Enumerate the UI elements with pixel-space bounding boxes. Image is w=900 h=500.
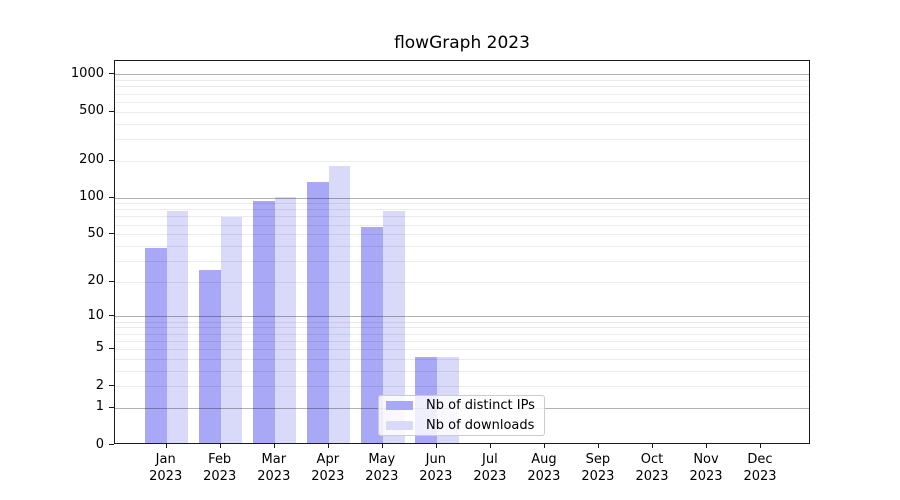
bar-downloads-mar [274, 196, 297, 443]
y-tick-mark [109, 406, 114, 408]
y-tick-mark [109, 315, 114, 317]
gridline-minor [115, 224, 809, 226]
y-tick-mark [109, 385, 114, 387]
x-tick-label: Aug 2023 [527, 452, 561, 484]
gridline-minor [115, 93, 809, 95]
grid-layer [115, 61, 809, 443]
y-tick-mark [109, 73, 114, 75]
x-tick-label: Nov 2023 [689, 452, 723, 484]
y-tick-label: 2 [95, 377, 104, 393]
bar-downloads-may [382, 210, 405, 443]
x-tick-label: Feb 2023 [203, 452, 237, 484]
gridline-major [115, 197, 809, 199]
bar-ips-may [361, 227, 383, 443]
x-tick-label: Jan 2023 [149, 452, 183, 484]
bar-downloads-apr [328, 166, 351, 443]
legend-swatch [386, 420, 413, 430]
gridline-minor [115, 260, 809, 262]
x-tick-mark [273, 444, 275, 448]
x-tick-mark [327, 444, 329, 448]
y-tick-mark [109, 196, 114, 198]
gridline-minor [115, 348, 809, 350]
y-tick-label: 0 [95, 436, 104, 452]
y-tick-label: 100 [79, 189, 104, 204]
gridline-minor [115, 111, 809, 113]
gridline-major [115, 74, 809, 76]
x-tick-mark [652, 444, 653, 448]
bar-ips-apr [307, 181, 329, 443]
bar-ips-feb [199, 270, 221, 443]
legend: Nb of distinct IPs Nb of downloads [378, 395, 545, 436]
gridline-minor [115, 340, 809, 342]
bar-downloads-feb [220, 216, 243, 443]
x-tick-mark [597, 444, 599, 448]
y-tick-label: 20 [87, 273, 104, 289]
x-tick-mark [219, 444, 221, 448]
bar-downloads-jan [166, 210, 189, 443]
x-tick-mark [435, 444, 437, 448]
x-tick-mark [760, 444, 761, 448]
y-tick-mark [109, 233, 114, 235]
gridline-minor [115, 281, 809, 283]
gridline-minor [115, 333, 809, 335]
bars-layer [115, 61, 809, 443]
y-tick-mark [109, 347, 114, 349]
y-tick-mark [109, 110, 114, 112]
y-tick-label: 10 [87, 307, 104, 323]
plot-area [114, 60, 810, 444]
gridline-minor [115, 209, 809, 211]
y-tick-mark [109, 444, 114, 445]
gridline-minor [115, 138, 809, 140]
legend-label: Nb of distinct IPs [426, 398, 535, 414]
x-tick-label: Jun 2023 [419, 452, 453, 484]
y-tick-label: 50 [87, 225, 104, 241]
gridline-minor [115, 245, 809, 247]
gridline-minor [115, 216, 809, 218]
x-tick-label: Apr 2023 [311, 452, 345, 484]
chart-title: flowGraph 2023 [394, 33, 530, 53]
gridline-minor [115, 203, 809, 205]
bar-ips-mar [253, 201, 275, 443]
x-tick-label: Sep 2023 [581, 452, 615, 484]
gridline-minor [115, 160, 809, 162]
x-tick-label: Oct 2023 [635, 452, 669, 484]
y-tick-label: 1 [95, 399, 104, 415]
gridline-minor [115, 80, 809, 82]
x-tick-mark [165, 444, 167, 448]
gridline-minor [115, 386, 809, 388]
gridline-minor [115, 327, 809, 329]
gridline-major [115, 316, 809, 318]
gridline-minor [115, 123, 809, 125]
legend-swatch [386, 401, 413, 411]
y-tick-label: 5 [95, 340, 104, 356]
y-tick-label: 200 [79, 152, 104, 168]
gridline-minor [115, 101, 809, 103]
gridline-minor [115, 321, 809, 323]
y-tick-mark [109, 280, 114, 282]
gridline-minor [115, 358, 809, 360]
gridline-minor [115, 370, 809, 372]
gridline-minor [115, 234, 809, 236]
x-tick-label: Mar 2023 [257, 452, 291, 484]
legend-item: Nb of distinct IPs [386, 396, 544, 416]
legend-item: Nb of downloads [386, 416, 544, 436]
bar-ips-jan [145, 247, 167, 443]
x-tick-label: Dec 2023 [743, 452, 777, 484]
y-tick-label: 1000 [70, 65, 104, 81]
gridline-minor [115, 86, 809, 88]
x-tick-label: May 2023 [365, 452, 399, 484]
legend-label: Nb of downloads [426, 417, 535, 433]
y-tick-label: 500 [79, 103, 104, 119]
x-tick-mark [381, 444, 383, 448]
x-tick-mark [543, 444, 545, 448]
x-tick-mark [489, 444, 491, 448]
x-tick-label: Jul 2023 [473, 452, 507, 484]
x-tick-mark [706, 444, 707, 448]
y-tick-mark [109, 159, 114, 161]
